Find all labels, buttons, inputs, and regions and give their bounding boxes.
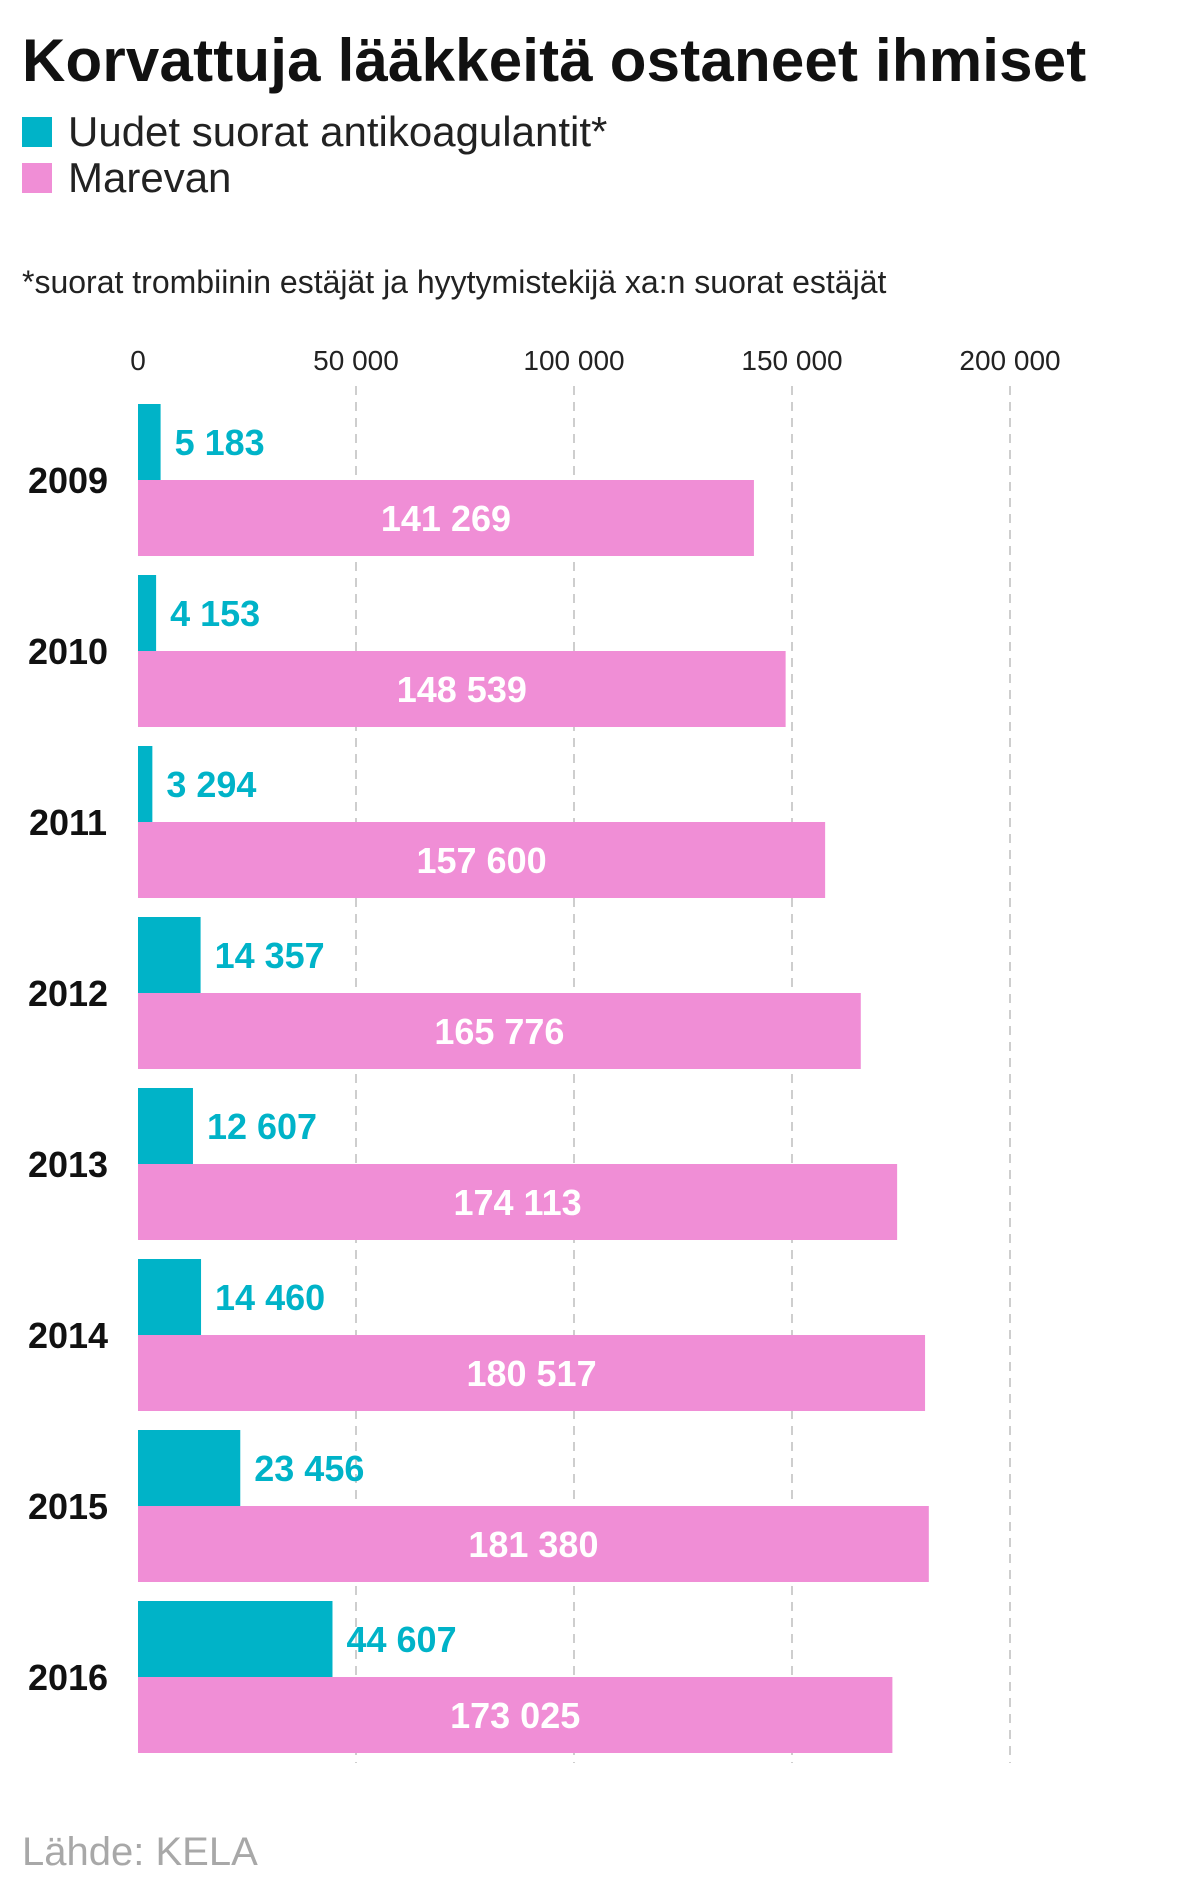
data-label: 4 153 xyxy=(170,593,260,634)
bar xyxy=(138,822,826,898)
bar xyxy=(138,1335,926,1411)
chart-title: Korvattuja lääkkeitä ostaneet ihmiset xyxy=(22,27,1087,94)
data-label: 180 517 xyxy=(466,1353,596,1394)
bar xyxy=(138,746,153,822)
bar xyxy=(138,1164,898,1240)
data-label: 157 600 xyxy=(416,840,546,881)
category-label: 2011 xyxy=(29,802,107,843)
bar-chart: 0 50 000 100 000 150 000 200 000 2009 5 183 141… xyxy=(28,345,1061,1763)
bar xyxy=(138,575,157,651)
category-label: 2009 xyxy=(28,460,108,501)
category-label: 2013 xyxy=(28,1144,108,1185)
footnote: *suorat trombiinin estäjät ja hyytymiste… xyxy=(22,264,887,300)
data-label: 141 269 xyxy=(381,498,511,539)
legend-swatch-marevan xyxy=(22,163,52,193)
bar xyxy=(138,993,861,1069)
data-label: 23 456 xyxy=(254,1448,364,1489)
bar xyxy=(138,404,161,480)
category-label: 2014 xyxy=(28,1315,108,1356)
bar xyxy=(138,1430,241,1506)
legend-item-marevan: Marevan xyxy=(22,154,231,201)
legend-label-marevan: Marevan xyxy=(68,154,232,201)
category-label: 2010 xyxy=(28,631,108,672)
category-label: 2015 xyxy=(28,1486,108,1527)
data-label: 173 025 xyxy=(450,1695,580,1736)
bar xyxy=(138,1601,333,1677)
bar xyxy=(138,1506,929,1582)
data-label: 165 776 xyxy=(434,1011,564,1052)
bar xyxy=(138,1259,202,1335)
data-label: 148 539 xyxy=(397,669,527,710)
bar xyxy=(138,1677,893,1753)
x-tick-label: 150 000 xyxy=(741,345,842,376)
data-label: 12 607 xyxy=(207,1106,317,1147)
x-tick-label: 100 000 xyxy=(523,345,624,376)
data-label: 181 380 xyxy=(468,1524,598,1565)
x-tick-label: 0 xyxy=(130,345,146,376)
data-label: 14 357 xyxy=(215,935,325,976)
x-tick-label: 200 000 xyxy=(959,345,1060,376)
data-label: 3 294 xyxy=(166,764,256,805)
bar xyxy=(138,917,201,993)
legend-item-doac: Uudet suorat antikoagulantit* xyxy=(22,108,607,155)
category-label: 2012 xyxy=(28,973,108,1014)
bar xyxy=(138,651,786,727)
category-label: 2016 xyxy=(28,1657,108,1698)
data-label: 14 460 xyxy=(215,1277,325,1318)
data-label: 174 113 xyxy=(453,1182,581,1223)
data-label: 5 183 xyxy=(175,422,265,463)
legend-label-doac: Uudet suorat antikoagulantit* xyxy=(68,108,608,155)
source-note: Lähde: KELA xyxy=(22,1830,258,1874)
x-tick-label: 50 000 xyxy=(313,345,399,376)
legend-swatch-doac xyxy=(22,117,52,147)
data-label: 44 607 xyxy=(346,1619,456,1660)
bar xyxy=(138,480,754,556)
bar xyxy=(138,1088,193,1164)
